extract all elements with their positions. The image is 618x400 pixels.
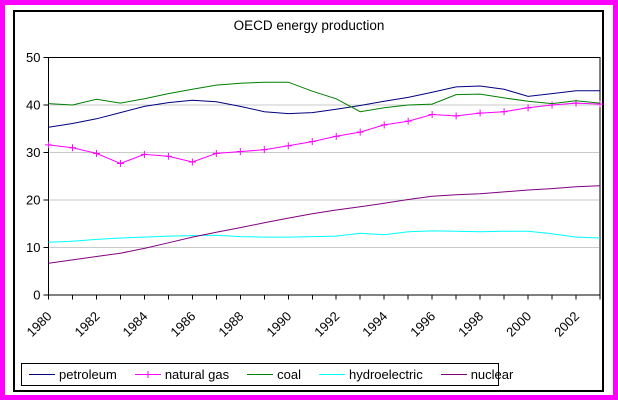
legend-item-nuclear: nuclear xyxy=(440,367,514,382)
x-tick-label-1986: 1986 xyxy=(167,309,198,340)
legend-item-hydroelectric: hydroelectric xyxy=(319,368,423,381)
inner-frame xyxy=(13,10,604,392)
x-tick-label-1982: 1982 xyxy=(72,309,103,340)
y-tick-label-50: 50 xyxy=(26,50,40,65)
x-tick-label-1996: 1996 xyxy=(407,309,438,340)
y-tick-label-10: 10 xyxy=(26,240,40,255)
y-tick-label-20: 20 xyxy=(26,193,40,208)
legend-label-nuclear: nuclear xyxy=(470,367,514,382)
legend-item-petroleum: petroleum xyxy=(29,368,117,381)
plot-border xyxy=(48,57,601,296)
x-tick-label-1992: 1992 xyxy=(311,309,342,340)
x-tick-label-1984: 1984 xyxy=(119,309,150,340)
x-tick-label-1980: 1980 xyxy=(24,309,55,340)
legend-box: petroleum natural gas coal hydroelectric nuc… xyxy=(21,363,513,386)
legend-line-sample-coal xyxy=(247,374,274,375)
series-line-coal xyxy=(48,81,601,113)
x-tick-label-1998: 1998 xyxy=(455,309,486,340)
series-line-nuclear xyxy=(48,185,601,264)
x-tick-label-1994: 1994 xyxy=(359,309,390,340)
chart-title: OECD energy production xyxy=(233,18,385,33)
x-tick-label-1990: 1990 xyxy=(263,309,294,340)
legend-item-natural-gas: natural gas xyxy=(134,367,230,382)
y-tick-label-30: 30 xyxy=(26,145,40,160)
y-tick-label-0: 0 xyxy=(33,288,40,303)
legend-line-sample-natural-gas xyxy=(134,371,161,378)
series-line-petroleum xyxy=(48,85,600,128)
legend-item-coal: coal xyxy=(247,368,301,381)
legend-label-hydroelectric: hydroelectric xyxy=(349,367,423,382)
legend-label-coal: coal xyxy=(277,367,301,382)
y-tick-label-40: 40 xyxy=(26,98,40,113)
legend-line-sample-hydroelectric xyxy=(319,374,345,375)
legend-line-sample-nuclear xyxy=(440,374,467,375)
legend-line-sample-petroleum xyxy=(29,374,55,375)
series-line-hydroelectric xyxy=(48,230,601,243)
x-tick-label-1988: 1988 xyxy=(215,309,246,340)
series-line-natural-gas xyxy=(48,102,601,164)
x-tick-label-2002: 2002 xyxy=(551,309,582,340)
legend-label-natural-gas: natural gas xyxy=(164,367,230,382)
x-tick-label-2000: 2000 xyxy=(503,309,534,340)
legend-label-petroleum: petroleum xyxy=(59,367,117,382)
